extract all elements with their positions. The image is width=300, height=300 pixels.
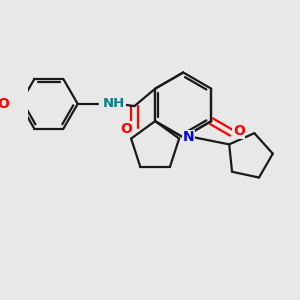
Text: O: O [0,97,9,111]
Text: O: O [233,124,245,138]
Text: N: N [183,130,194,144]
Text: NH: NH [103,98,125,110]
Text: O: O [120,122,132,136]
